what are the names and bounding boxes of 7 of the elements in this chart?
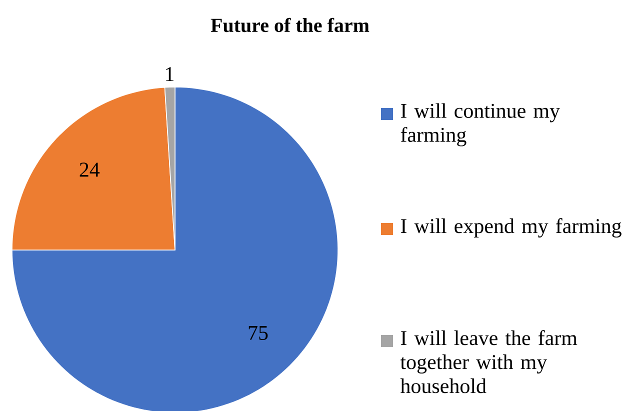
legend-label: I will continue my farming — [400, 103, 560, 146]
legend-label: I will leave the farm together with my household — [400, 330, 578, 394]
data-label: 1 — [166, 67, 174, 82]
data-label: 75 — [248, 326, 268, 340]
data-label: 24 — [80, 162, 100, 177]
chart-title: Future of the farm — [210, 18, 370, 32]
legend-label: I will expend my farming — [400, 218, 622, 238]
